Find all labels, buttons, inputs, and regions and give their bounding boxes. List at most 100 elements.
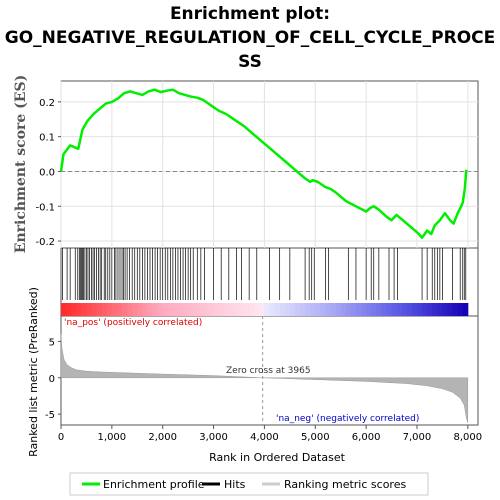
es-grid (60, 81, 478, 248)
colorbar-segment (137, 303, 143, 316)
metric-y-tick-label: -5 (45, 410, 55, 421)
colorbar-segment (249, 303, 255, 316)
metric-panel-frame (60, 315, 479, 426)
colorbar-segment (188, 303, 194, 316)
colorbar-segment (315, 303, 321, 316)
zero-cross-label: Zero cross at 3965 (226, 366, 311, 376)
colorbar-segment (244, 303, 250, 316)
colorbar-segment (289, 303, 296, 316)
colorbar-segment (66, 303, 72, 316)
colorbar-segment (330, 303, 337, 316)
colorbar-segment (122, 303, 128, 316)
colorbar-segment (427, 303, 433, 316)
colorbar-segment (162, 303, 169, 316)
colorbar-segment (127, 303, 133, 316)
colorbar-segment (101, 303, 108, 316)
colorbar-segment (279, 303, 286, 316)
colorbar-segment (381, 303, 387, 316)
colorbar-segment (274, 303, 281, 316)
colorbar-segment (447, 303, 454, 316)
colorbar-segment (416, 303, 423, 316)
colorbar-segment (152, 303, 159, 316)
x-tick-label: 5,000 (301, 432, 330, 443)
legend-hits-label: Hits (224, 478, 246, 491)
chart-title-line-3: SS (238, 52, 262, 72)
es-y-tick-label: -0.1 (35, 202, 55, 213)
colorbar-segment (157, 303, 164, 316)
colorbar-segment (457, 303, 464, 316)
chart-title-line-2: GO_NEGATIVE_REGULATION_OF_CELL_CYCLE_PRO… (5, 28, 495, 48)
x-tick-label: 2,000 (148, 432, 177, 443)
x-tick-label: 1,000 (98, 432, 127, 443)
neg-label: 'na_neg' (negatively correlated) (276, 414, 419, 424)
legend-metric-label: Ranking metric scores (284, 478, 406, 491)
colorbar-segment (76, 303, 82, 316)
colorbar-segment (366, 303, 372, 316)
colorbar-segment (269, 303, 276, 316)
colorbar-segment (61, 303, 67, 316)
colorbar-segment (254, 303, 260, 316)
legend: Enrichment profile Hits Ranking metric s… (69, 472, 429, 496)
ranking-metric-layer (60, 316, 469, 425)
chart-title-line-1: Enrichment plot: (170, 4, 330, 24)
colorbar-segment (259, 303, 265, 316)
colorbar-segment (340, 303, 347, 316)
es-y-axis-label: Enrichment score (ES) (13, 75, 29, 253)
colorbar-segment (355, 303, 362, 316)
x-tick-label: 3,000 (199, 432, 228, 443)
es-y-tick-label: 0.1 (39, 133, 55, 144)
colorbar-segment (116, 303, 123, 316)
metric-y-tick-label: 0 (49, 374, 55, 385)
enrichment-profile-layer (59, 88, 468, 239)
colorbar-segment (411, 303, 418, 316)
colorbar-segment (294, 303, 301, 316)
es-panel-frame (60, 80, 479, 249)
x-tick-label: 0 (58, 432, 64, 443)
colorbar-segment (462, 303, 469, 316)
colorbar-segment (203, 303, 209, 316)
colorbar-segment (111, 303, 118, 316)
colorbar-segment (361, 303, 367, 316)
colorbar-segment (320, 303, 326, 316)
x-axis-label: Rank in Ordered Dataset (209, 451, 346, 464)
colorbar-segment (177, 303, 184, 316)
colorbar-segment (228, 303, 235, 316)
legend-frame (69, 472, 429, 496)
colorbar-segment (391, 303, 398, 316)
colorbar-segment (371, 303, 377, 316)
enrichment-profile-line (59, 88, 468, 239)
colorbar-segment (335, 303, 342, 316)
colorbar-segment (183, 303, 189, 316)
colorbar-segment (386, 303, 393, 316)
colorbar-segment (406, 303, 413, 316)
x-tick-label: 6,000 (352, 432, 381, 443)
colorbar-segment (422, 303, 428, 316)
legend-profile-label: Enrichment profile (103, 478, 205, 491)
colorbar-segment (198, 303, 204, 316)
colorbar-segment (142, 303, 148, 316)
colorbar-segment (172, 303, 179, 316)
colorbar-segment (345, 303, 352, 316)
colorbar-segment (305, 303, 311, 316)
colorbar-segment (208, 303, 215, 316)
colorbar-segment (233, 303, 240, 316)
colorbar-segment (81, 303, 87, 316)
colorbar-segment (106, 303, 113, 316)
colorbar-segment (264, 303, 270, 316)
colorbar-segment (71, 303, 77, 316)
colorbar-segment (167, 303, 174, 316)
colorbar-segment (310, 303, 316, 316)
colorbar-segment (86, 303, 93, 316)
x-tick-label: 8,000 (454, 432, 483, 443)
metric-y-axis-label: Ranked list metric (PreRanked) (27, 287, 40, 457)
colorbar-segment (376, 303, 382, 316)
colorbar-segment (193, 303, 199, 316)
es-y-tick-label: 0.0 (39, 167, 55, 178)
colorbar-segment (218, 303, 225, 316)
colorbar-segment (91, 303, 98, 316)
colorbar-segment (213, 303, 220, 316)
pos-label: 'na_pos' (positively correlated) (64, 318, 202, 328)
metric-y-ticks: 5 0 -5 (45, 337, 61, 421)
colorbar-segment (223, 303, 230, 316)
